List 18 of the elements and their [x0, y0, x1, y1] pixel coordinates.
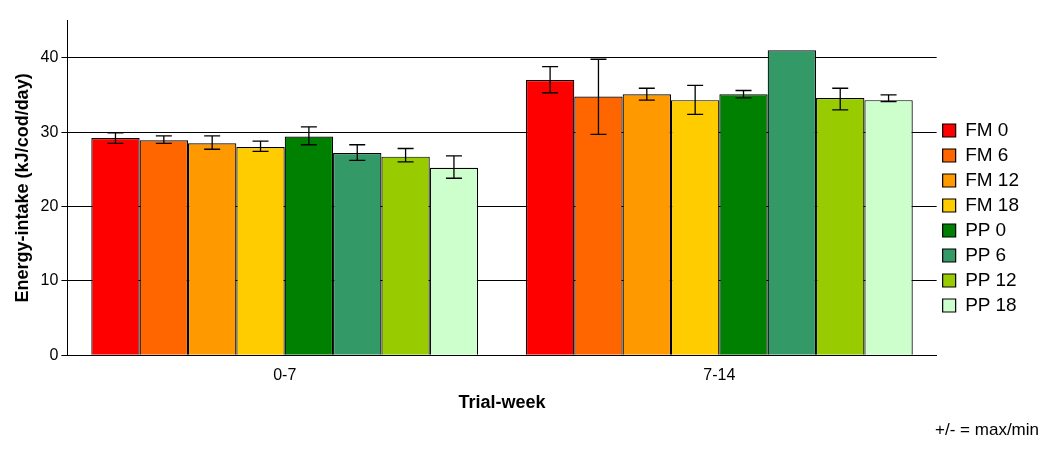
legend-label: PP 12 [965, 268, 1017, 290]
legend-label: FM 6 [965, 143, 1009, 165]
y-tick-label: 10 [40, 271, 59, 289]
text: +/- = max/min [935, 420, 1039, 440]
legend-label: PP 18 [965, 293, 1017, 315]
legend-label: PP 0 [965, 218, 1007, 240]
x-tick-label: 0-7 [273, 366, 297, 384]
y-tick-label: 30 [40, 122, 59, 140]
x-tick-label: 7-14 [703, 366, 736, 384]
legend-label: FM 12 [965, 168, 1020, 190]
legend-label: FM 0 [965, 118, 1009, 140]
x-axis-title: Trial-week [458, 392, 547, 413]
legend-label: PP 6 [965, 243, 1007, 265]
y-axis-title: Energy-intake (kJ/cod/day) [11, 73, 32, 303]
y-tick-label: 0 [49, 345, 59, 363]
legend-label: FM 18 [965, 193, 1020, 215]
y-tick-label: 40 [40, 48, 59, 66]
y-tick-label: 20 [40, 196, 59, 214]
